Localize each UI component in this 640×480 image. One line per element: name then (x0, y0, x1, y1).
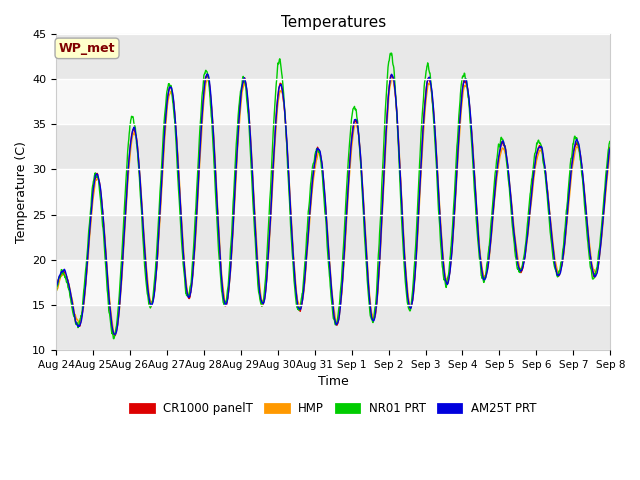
NR01 PRT (388, 50, 396, 56)
HMP (52, 287, 60, 293)
Line: HMP: HMP (56, 78, 611, 335)
Title: Temperatures: Temperatures (280, 15, 386, 30)
NR01 PRT (607, 140, 614, 146)
NR01 PRT (492, 162, 500, 168)
HMP (388, 75, 396, 81)
HMP (163, 117, 170, 122)
AM25T PRT (52, 284, 60, 290)
HMP (541, 167, 549, 172)
AM25T PRT (492, 175, 500, 181)
NR01 PRT (541, 172, 549, 178)
AM25T PRT (111, 332, 118, 337)
HMP (607, 154, 614, 159)
Bar (56, 215, 611, 260)
Bar (56, 34, 611, 79)
Bar (56, 305, 611, 350)
Legend: CR1000 panelT, HMP, NR01 PRT, AM25T PRT: CR1000 panelT, HMP, NR01 PRT, AM25T PRT (125, 397, 541, 420)
NR01 PRT (110, 336, 118, 342)
CR1000 panelT (420, 112, 428, 118)
Line: NR01 PRT: NR01 PRT (56, 53, 611, 339)
HMP (492, 180, 500, 186)
Line: CR1000 panelT: CR1000 panelT (56, 74, 611, 336)
AM25T PRT (176, 188, 184, 194)
Bar (56, 260, 611, 305)
AM25T PRT (163, 109, 170, 115)
HMP (176, 181, 184, 187)
Bar (56, 79, 611, 124)
Text: WP_met: WP_met (59, 42, 115, 55)
AM25T PRT (204, 71, 211, 77)
HMP (238, 95, 246, 100)
AM25T PRT (420, 116, 428, 121)
Line: AM25T PRT: AM25T PRT (56, 74, 611, 335)
NR01 PRT (420, 89, 428, 95)
AM25T PRT (238, 84, 246, 90)
X-axis label: Time: Time (317, 375, 349, 388)
Bar (56, 169, 611, 215)
AM25T PRT (607, 146, 614, 152)
HMP (420, 125, 428, 131)
CR1000 panelT (607, 144, 614, 150)
CR1000 panelT (204, 72, 211, 77)
NR01 PRT (238, 84, 246, 89)
CR1000 panelT (111, 333, 118, 338)
Bar (56, 124, 611, 169)
Y-axis label: Temperature (C): Temperature (C) (15, 141, 28, 243)
CR1000 panelT (176, 191, 184, 196)
CR1000 panelT (541, 167, 549, 172)
NR01 PRT (163, 96, 170, 102)
CR1000 panelT (163, 108, 170, 114)
HMP (111, 332, 119, 337)
CR1000 panelT (492, 173, 500, 179)
NR01 PRT (176, 205, 184, 211)
CR1000 panelT (52, 284, 60, 290)
CR1000 panelT (238, 84, 246, 90)
NR01 PRT (52, 290, 60, 296)
AM25T PRT (541, 165, 549, 171)
